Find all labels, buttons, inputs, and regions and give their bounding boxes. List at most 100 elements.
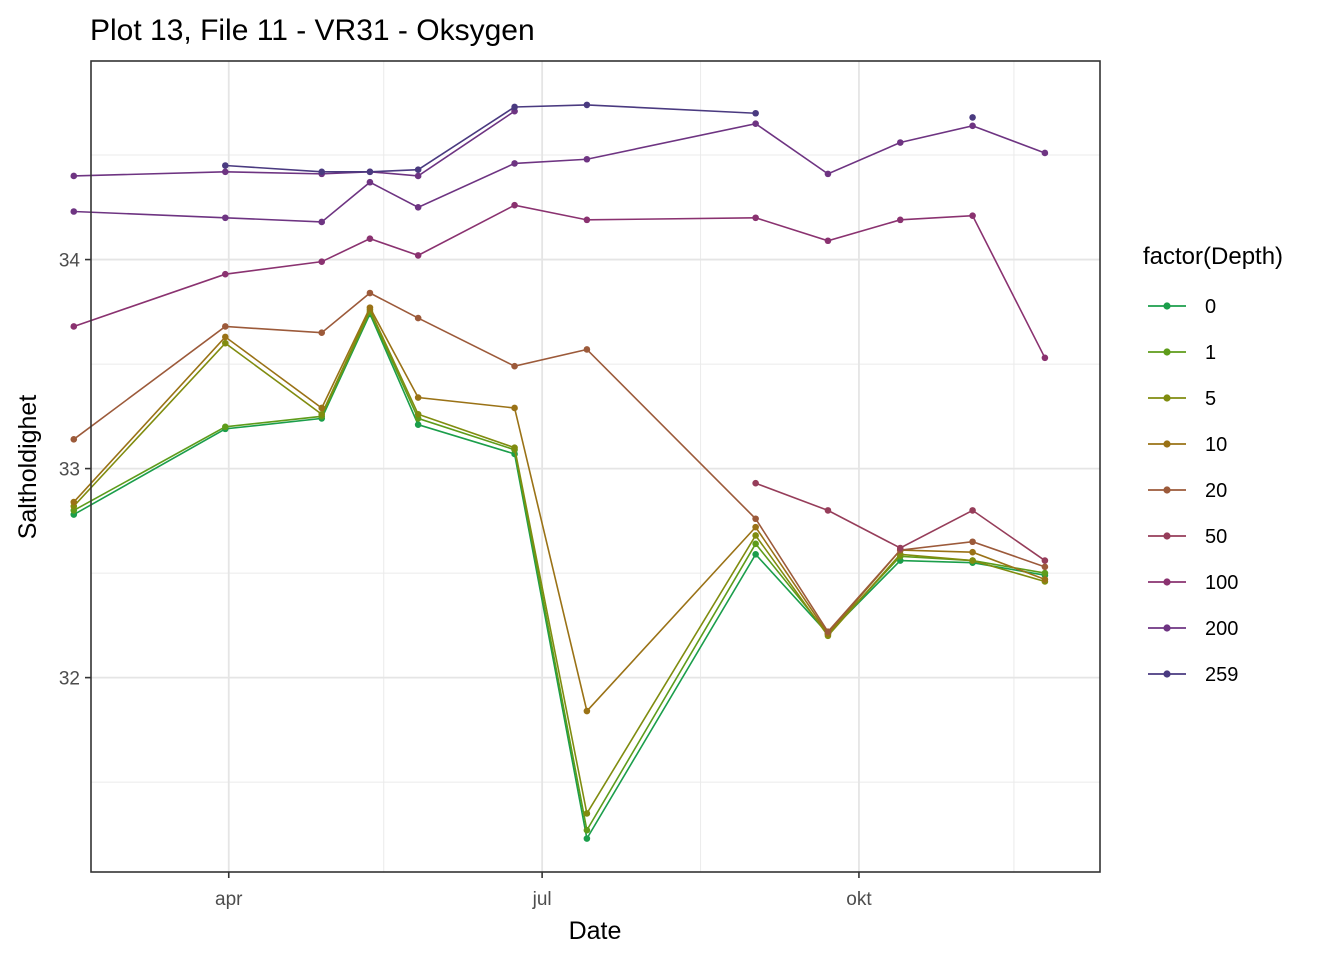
data-point-259 (511, 103, 518, 111)
data-point-20 (366, 289, 374, 297)
data-point-1 (752, 540, 759, 548)
data-point-0 (414, 421, 422, 428)
data-point-200 (222, 214, 229, 222)
data-point-200 (222, 168, 229, 176)
series-line-200 (73, 110, 516, 177)
x-tick-label: okt (846, 889, 872, 910)
data-point-100 (969, 212, 976, 219)
data-point-259 (414, 166, 422, 173)
data-point-10 (583, 707, 591, 715)
data-point-100 (222, 270, 229, 278)
y-axis: 32 33 34 (59, 251, 91, 690)
data-point-5 (318, 410, 326, 418)
series-layer (70, 101, 1049, 842)
data-point-10 (70, 498, 78, 506)
data-point-10 (752, 523, 759, 531)
legend-label: 5 (1205, 388, 1216, 410)
legend-label: 0 (1205, 296, 1216, 318)
legend-key-point (1163, 486, 1171, 494)
legend-label: 259 (1205, 664, 1238, 686)
data-point-20 (70, 436, 78, 443)
data-point-100 (414, 252, 422, 259)
series-line-0 (73, 311, 1046, 841)
data-point-200 (70, 172, 78, 180)
legend-key-point (1163, 440, 1171, 448)
legend-key-point (1163, 394, 1171, 402)
x-tick-label: jul (532, 889, 552, 910)
grid-minor (91, 61, 1100, 872)
data-point-0 (583, 835, 591, 842)
data-point-10 (222, 333, 229, 341)
series-line-200 (73, 122, 1046, 223)
data-point-200 (969, 122, 976, 130)
data-point-259 (969, 114, 976, 121)
data-point-259 (366, 168, 374, 176)
data-point-100 (752, 214, 759, 222)
data-point-5 (511, 444, 518, 451)
data-point-50 (752, 479, 759, 487)
legend-key-point (1163, 532, 1171, 540)
data-point-1 (1041, 569, 1049, 577)
data-point-50 (896, 544, 904, 552)
data-point-100 (1041, 354, 1049, 362)
legend-key-point (1163, 302, 1171, 310)
legend-label: 1 (1205, 342, 1216, 364)
data-point-20 (222, 323, 229, 330)
data-point-100 (824, 237, 832, 245)
data-point-20 (583, 346, 591, 353)
data-point-100 (366, 235, 374, 242)
data-point-10 (1041, 576, 1049, 583)
series-line-5 (73, 307, 1046, 816)
data-point-100 (511, 201, 518, 209)
y-tick-label: 32 (59, 669, 80, 690)
x-tick-label: apr (215, 889, 243, 910)
y-axis-title: Saltholdighet (14, 395, 42, 540)
data-point-200 (896, 139, 904, 146)
plot-panel-border (90, 60, 1101, 873)
data-point-200 (752, 120, 759, 128)
legend-label: 50 (1205, 526, 1227, 548)
legend-label: 100 (1205, 572, 1238, 594)
data-point-20 (824, 628, 832, 635)
data-point-200 (70, 208, 78, 215)
data-point-50 (969, 507, 976, 514)
data-point-259 (583, 101, 591, 109)
series-line-100 (73, 204, 1046, 359)
data-point-0 (752, 550, 759, 558)
data-point-5 (414, 410, 422, 418)
data-point-259 (752, 109, 759, 117)
data-point-1 (583, 826, 591, 834)
data-point-200 (1041, 149, 1049, 157)
data-point-20 (752, 515, 759, 523)
series-line-1 (73, 309, 1046, 833)
data-point-10 (318, 404, 326, 412)
y-tick-label: 34 (59, 251, 81, 272)
data-point-10 (366, 304, 374, 311)
data-point-5 (583, 810, 591, 817)
x-axis-title: Date (569, 917, 622, 945)
data-point-200 (583, 155, 591, 163)
data-point-100 (896, 216, 904, 224)
legend-label: 200 (1205, 618, 1238, 640)
data-point-259 (222, 162, 229, 169)
data-point-100 (318, 258, 326, 265)
legend-label: 20 (1205, 480, 1227, 502)
data-point-20 (511, 362, 518, 370)
legend-label: 10 (1205, 434, 1227, 456)
chart-title: Plot 13, File 11 - VR31 - Oksygen (90, 14, 535, 47)
data-point-10 (414, 394, 422, 401)
data-point-1 (222, 423, 229, 431)
data-point-20 (1041, 563, 1049, 571)
y-tick-label: 33 (59, 460, 80, 481)
series-line-20 (73, 292, 1046, 633)
legend: factor(Depth) 0 1 5 10 20 50 100 200 259 (1143, 243, 1283, 686)
legend-title: factor(Depth) (1143, 243, 1283, 270)
series-line-259 (225, 104, 756, 173)
data-point-5 (222, 339, 229, 347)
data-point-20 (969, 538, 976, 546)
data-point-259 (318, 168, 326, 176)
data-point-100 (583, 216, 591, 224)
data-point-200 (414, 172, 422, 180)
data-point-200 (414, 204, 422, 211)
data-point-10 (969, 548, 976, 556)
